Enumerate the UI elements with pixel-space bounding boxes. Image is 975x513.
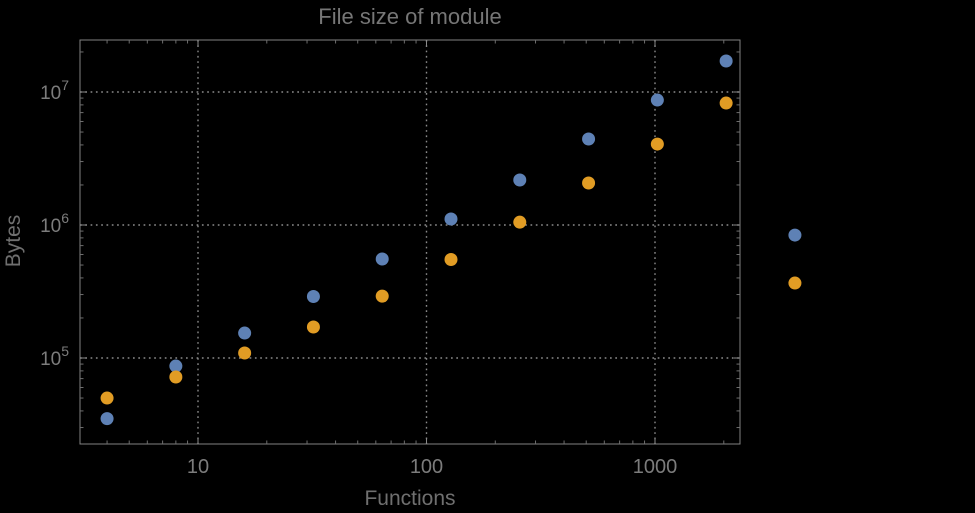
data-point-blue bbox=[582, 132, 596, 146]
data-point-blue bbox=[788, 228, 802, 242]
data-point-orange bbox=[375, 289, 389, 303]
x-tick-label: 10 bbox=[187, 456, 209, 478]
data-point-blue bbox=[650, 93, 664, 107]
y-axis-label: Bytes bbox=[2, 214, 25, 268]
data-point-orange bbox=[719, 96, 733, 110]
data-point-orange bbox=[650, 137, 664, 151]
data-point-orange bbox=[100, 391, 114, 405]
y-tick-label: 107 bbox=[40, 77, 69, 104]
data-point-orange bbox=[306, 320, 320, 334]
data-point-blue bbox=[444, 212, 458, 226]
data-point-orange bbox=[788, 276, 802, 290]
data-point-orange bbox=[444, 253, 458, 267]
data-point-blue bbox=[375, 252, 389, 266]
y-tick-label: 106 bbox=[40, 210, 69, 237]
chart-title: File size of module bbox=[318, 4, 502, 29]
plot-frame bbox=[79, 39, 741, 445]
data-point-blue bbox=[513, 173, 527, 187]
data-point-blue bbox=[238, 326, 252, 340]
x-axis-label: Functions bbox=[364, 487, 456, 510]
y-tick-label: 105 bbox=[40, 343, 69, 370]
data-point-orange bbox=[513, 215, 527, 229]
data-point-orange bbox=[582, 176, 596, 190]
data-point-blue bbox=[719, 54, 733, 68]
data-point-blue bbox=[169, 359, 183, 373]
x-tick-label: 100 bbox=[410, 456, 443, 478]
x-tick-label: 1000 bbox=[633, 456, 678, 478]
data-point-blue bbox=[306, 290, 320, 304]
data-point-blue bbox=[100, 412, 114, 426]
data-point-orange bbox=[238, 346, 252, 360]
data-point-orange bbox=[169, 370, 183, 384]
